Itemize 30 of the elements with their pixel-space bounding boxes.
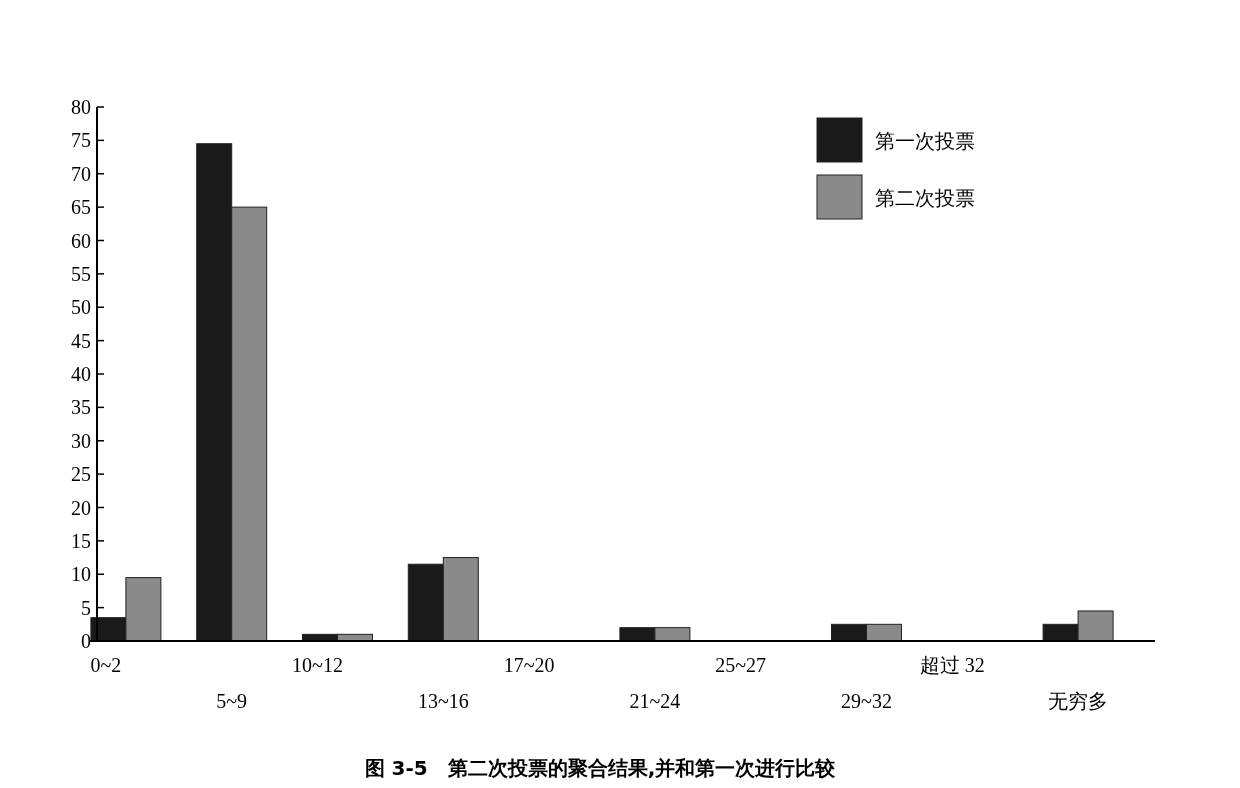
y-tick-label: 30 [71, 429, 91, 452]
y-tick-label: 25 [71, 463, 91, 486]
x-tick-label: 29~32 [841, 690, 892, 712]
y-tick-label: 60 [71, 229, 91, 252]
y-tick-label: 15 [71, 529, 91, 552]
x-tick-label: 21~24 [629, 690, 681, 712]
x-tick-label: 17~20 [503, 654, 555, 676]
y-tick-label: 40 [71, 363, 91, 385]
x-tick-label: 13~16 [417, 690, 469, 712]
x-tick-label: 25~27 [715, 654, 767, 676]
x-tick-label: 无穷多 [1048, 690, 1109, 712]
x-tick-label: 0~2 [90, 654, 122, 676]
y-tick-label: 20 [71, 496, 91, 519]
y-tick-label: 65 [71, 196, 91, 219]
y-tick-label: 5 [81, 596, 91, 619]
y-tick-label: 50 [71, 296, 91, 319]
text: 图 3-5 第二次投票的聚合结果,并和第一次进行比较 [364, 756, 837, 780]
y-tick-label: 10 [71, 563, 91, 586]
x-tick-label: 5~9 [216, 690, 248, 712]
y-tick-label: 80 [71, 96, 91, 118]
legend-label: 第一次投票 [875, 129, 975, 153]
y-tick-label: 75 [71, 129, 91, 152]
legend-label: 第二次投票 [875, 186, 975, 210]
x-tick-label: 超过 32 [919, 654, 985, 676]
y-tick-label: 70 [71, 162, 91, 185]
y-tick-label: 35 [71, 396, 91, 419]
x-tick-label: 10~12 [292, 654, 343, 676]
y-tick-label: 0 [81, 630, 91, 652]
y-tick-label: 55 [71, 262, 91, 285]
y-tick-label: 45 [71, 329, 91, 352]
